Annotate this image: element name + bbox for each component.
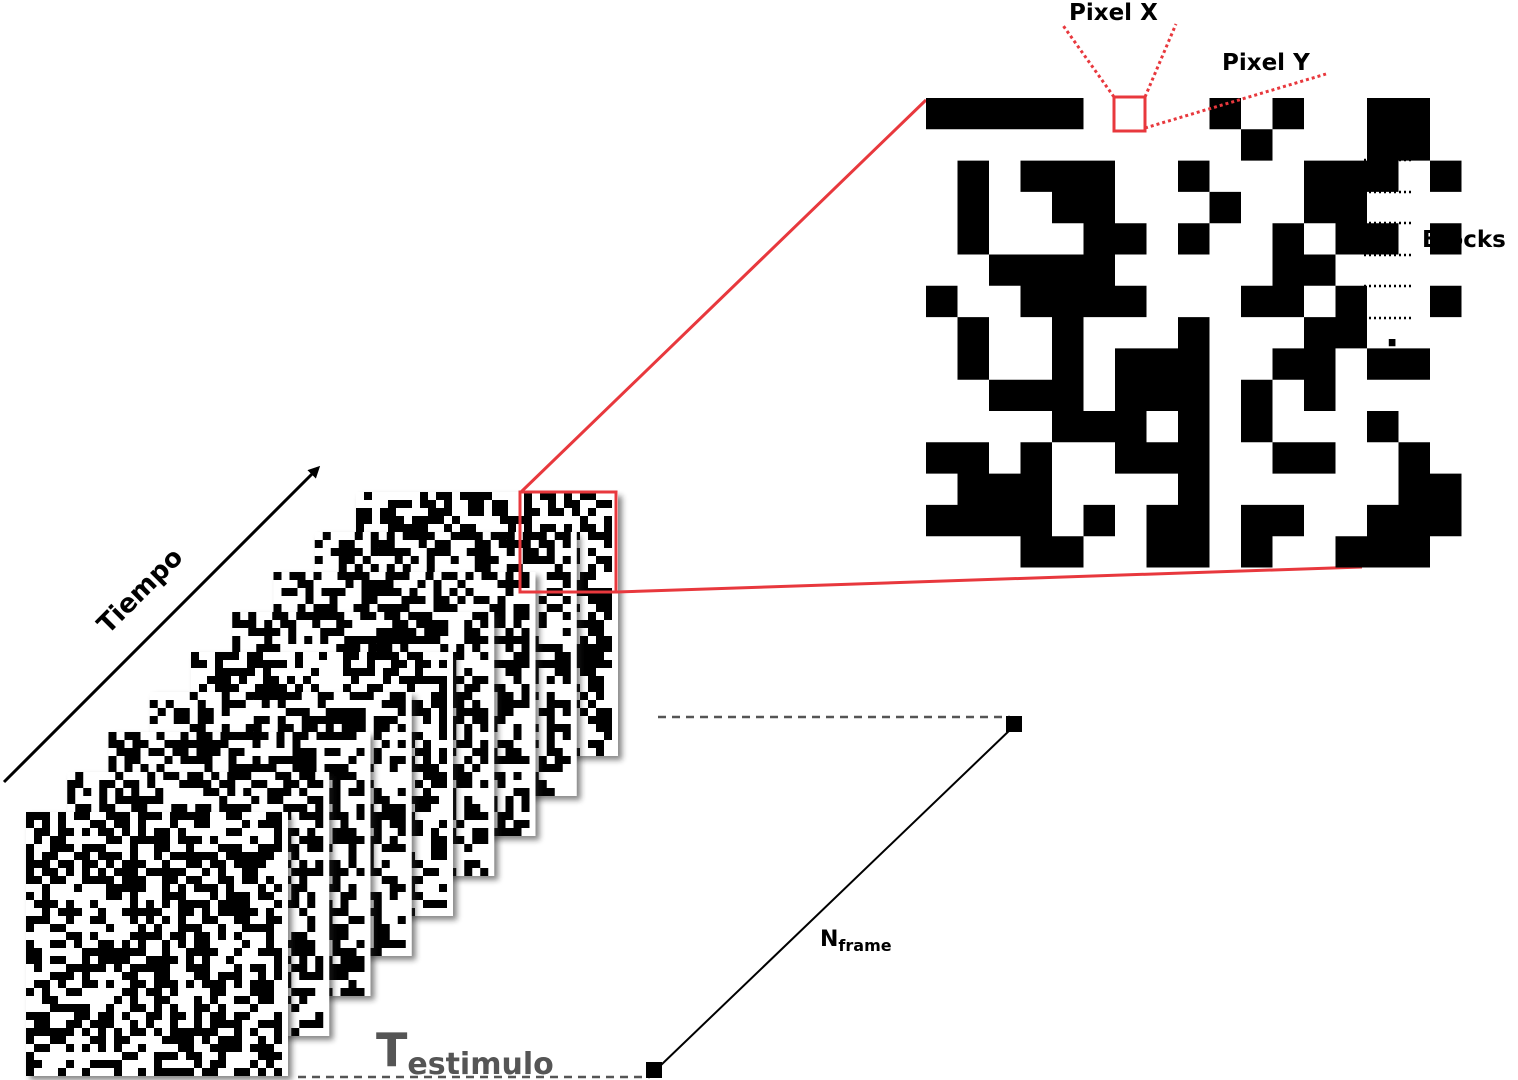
block-dividers <box>1364 158 1414 320</box>
zoom-projection-bottom <box>615 565 1363 594</box>
t-estimulo-sub: estimulo <box>407 1047 553 1080</box>
pixel-y-label: Pixel Y <box>1222 50 1310 76</box>
t-estimulo-end-marker <box>646 1062 662 1078</box>
zoom-projection-top <box>519 98 928 494</box>
vertical-ellipsis-top: ⋮ <box>1373 108 1411 152</box>
t-estimulo-label: Testimulo <box>376 1023 554 1080</box>
zoomed-pixels <box>926 98 1462 568</box>
vertical-ellipsis-bottom: ⋮ <box>1373 332 1411 376</box>
n-frame-end-marker <box>1006 716 1022 732</box>
zoomed-pixel-grid <box>926 98 1462 568</box>
n-frame-label: Nframe <box>820 927 892 955</box>
pixel-y-pointer <box>1144 72 1327 130</box>
stimulus-frame-stack <box>26 492 622 1080</box>
pixel-x-pointer-left <box>1060 23 1116 98</box>
highlight-region <box>518 490 618 594</box>
stimulus-frame <box>26 812 292 1080</box>
pixel-x-pointer-right <box>1143 23 1178 98</box>
n-frame-diagonal <box>659 727 1013 1067</box>
n-frame-main: N <box>820 927 838 952</box>
time-axis-arrow <box>2 465 321 784</box>
blocks-label: Blocks <box>1422 227 1506 253</box>
n-frame-sub: frame <box>838 936 891 955</box>
pixel-x-label: Pixel X <box>1069 0 1158 26</box>
pixel-highlight <box>1112 95 1147 133</box>
t-estimulo-main: T <box>376 1023 408 1077</box>
time-axis-label: Tiempo <box>92 542 189 639</box>
